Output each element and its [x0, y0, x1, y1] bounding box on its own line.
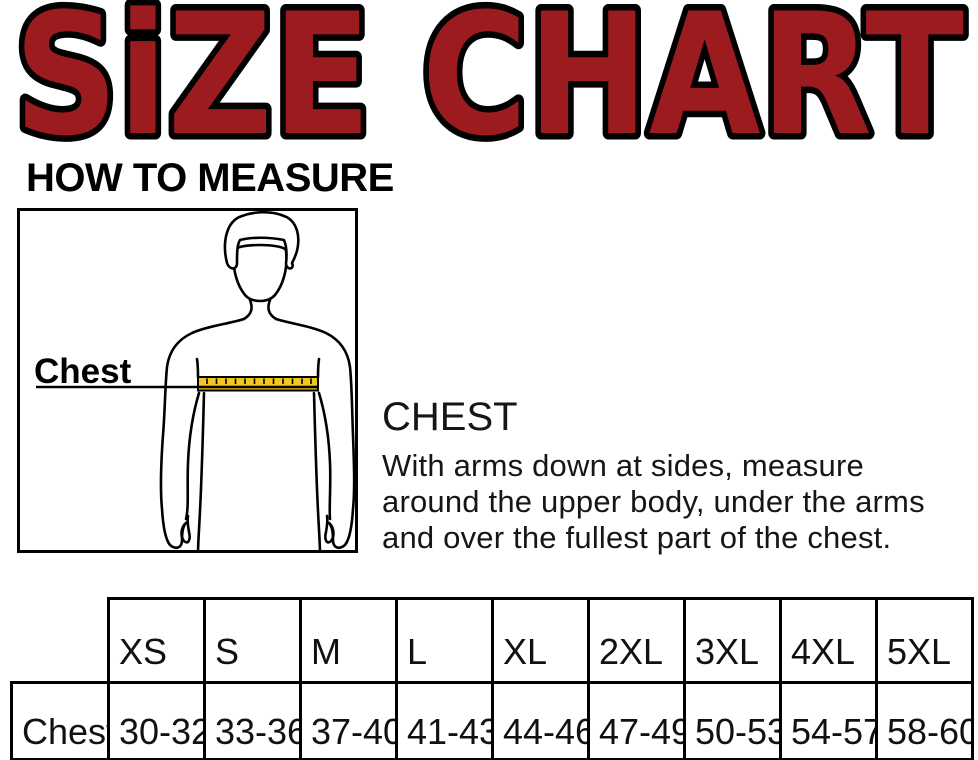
face-outline — [232, 243, 288, 303]
size-header-cell: 5XL — [875, 597, 974, 684]
size-chart-title: SiZE CHART — [8, 0, 971, 152]
chest-range-cell: 41-43 — [395, 681, 494, 760]
measuring-tape — [197, 376, 319, 392]
chest-range-cell: 58-60 — [875, 681, 974, 760]
table-corner-cell — [12, 599, 109, 683]
instruction-line: With arms down at sides, measure — [382, 448, 864, 483]
chest-instructions-body: With arms down at sides, measure around … — [382, 448, 925, 556]
size-header-cell: 4XL — [779, 597, 878, 684]
measurement-diagram-box: Chest — [17, 208, 358, 553]
size-header-cell: 2XL — [587, 597, 686, 684]
size-header-cell: 3XL — [683, 597, 782, 684]
chest-range-cell: 47-49 — [587, 681, 686, 760]
how-to-measure-heading: HOW TO MEASURE — [26, 156, 394, 200]
chest-range-cell: 50-53 — [683, 681, 782, 760]
size-header-row: XS S M L XL 2XL 3XL 4XL 5XL — [12, 597, 974, 684]
left-arm-outline — [159, 317, 246, 550]
size-header-cell: XL — [491, 597, 590, 684]
size-table: XS S M L XL 2XL 3XL 4XL 5XL Chest 30-32 … — [10, 597, 974, 760]
torso-figure — [159, 211, 355, 550]
chest-range-cell: 33-36 — [203, 681, 302, 760]
hair-outline — [223, 211, 300, 270]
size-header-cell: L — [395, 597, 494, 684]
right-inner-arm — [317, 391, 332, 521]
neck-lines — [242, 298, 278, 321]
size-header-cell: M — [299, 597, 398, 684]
size-header-cell: XS — [107, 597, 206, 684]
chest-side-lines — [195, 357, 321, 379]
right-arm-outline — [274, 317, 355, 550]
chest-instructions: CHEST With arms down at sides, measure a… — [382, 394, 925, 556]
chest-measurements-row: Chest 30-32 33-36 37-40 41-43 44-46 47-4… — [10, 681, 974, 760]
right-torso-side — [312, 391, 322, 550]
chest-label: Chest — [34, 352, 132, 391]
tape-ticks — [206, 378, 312, 384]
chest-range-cell: 54-57 — [779, 681, 878, 760]
chest-range-cell: 37-40 — [299, 681, 398, 760]
chest-range-cell: 30-32 — [107, 681, 206, 760]
left-thumb — [180, 514, 191, 544]
row-label-cell: Chest — [10, 681, 110, 760]
right-thumb — [324, 514, 335, 544]
chest-range-cell: 44-46 — [491, 681, 590, 760]
left-torso-side — [196, 391, 206, 550]
instruction-line: around the upper body, under the arms — [382, 484, 925, 519]
size-header-cell: S — [203, 597, 302, 684]
instruction-line: and over the fullest part of the chest. — [382, 520, 892, 555]
title-text: SiZE CHART — [14, 0, 964, 152]
chest-instructions-heading: CHEST — [382, 395, 518, 439]
left-inner-arm — [184, 391, 201, 521]
torso-diagram: Chest — [34, 211, 355, 550]
